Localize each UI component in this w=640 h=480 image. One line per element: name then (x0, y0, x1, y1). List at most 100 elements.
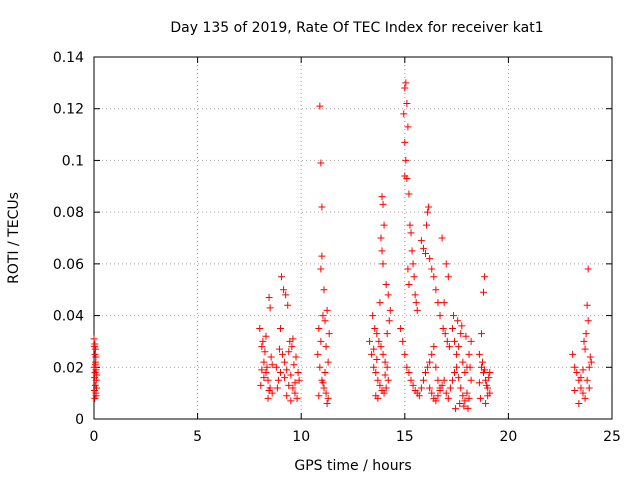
data-point (455, 343, 463, 351)
data-point (460, 402, 468, 410)
data-point (384, 376, 392, 384)
data-point (484, 392, 492, 400)
data-point (379, 350, 387, 358)
data-point (262, 332, 270, 340)
data-point (276, 368, 284, 376)
data-point (262, 368, 270, 376)
data-point (373, 330, 381, 338)
data-point (458, 322, 466, 330)
y-tick-label: 0.04 (53, 309, 84, 325)
data-point (324, 358, 332, 366)
data-point (282, 291, 290, 299)
data-point (370, 345, 378, 353)
data-point (315, 325, 323, 332)
data-point (323, 399, 331, 407)
data-point (325, 330, 333, 338)
data-point (445, 343, 453, 351)
data-point (316, 102, 324, 110)
data-point (581, 394, 589, 402)
data-point (405, 368, 413, 376)
data-point (264, 376, 272, 384)
data-point (263, 363, 271, 371)
data-point (403, 363, 411, 371)
data-point (579, 366, 587, 374)
data-point (408, 247, 416, 255)
data-point (461, 397, 469, 405)
data-point (257, 381, 265, 389)
data-point (428, 350, 436, 358)
data-point (258, 343, 266, 351)
data-point (453, 350, 461, 358)
data-point (428, 265, 436, 273)
data-point (467, 376, 475, 384)
x-tick-label: 10 (292, 429, 310, 445)
data-point (324, 394, 332, 402)
y-axis: 0 0.02 0.04 0.06 0.08 0.1 0.12 0.14 (53, 50, 612, 428)
data-point (287, 397, 295, 405)
data-point (366, 337, 374, 345)
data-point (91, 361, 99, 369)
data-point (276, 325, 284, 332)
data-point (448, 325, 456, 332)
data-point (448, 376, 456, 384)
data-point (321, 368, 329, 376)
data-point (371, 325, 379, 332)
data-point (422, 368, 430, 376)
data-point (401, 84, 409, 92)
data-point (380, 221, 388, 229)
data-point (289, 335, 297, 343)
data-point (410, 273, 418, 281)
data-point (424, 363, 432, 371)
data-point (370, 363, 378, 371)
data-point (459, 358, 467, 366)
data-point (316, 363, 324, 371)
data-point (379, 200, 387, 208)
data-point (583, 301, 591, 309)
data-point (374, 394, 382, 402)
data-point (587, 358, 595, 366)
data-point (379, 260, 387, 268)
data-point (413, 306, 421, 314)
data-point (575, 399, 583, 407)
data-point (461, 368, 469, 376)
data-point (584, 265, 592, 273)
data-point (442, 260, 450, 268)
plot-frame (93, 56, 613, 420)
data-point (322, 389, 330, 397)
data-point (451, 368, 459, 376)
data-point (434, 376, 442, 384)
y-tick-label: 0 (75, 412, 84, 428)
data-point (479, 358, 486, 366)
data-point (384, 291, 392, 299)
data-point (440, 299, 448, 307)
data-point (260, 374, 268, 382)
data-point (321, 317, 329, 325)
data-point (274, 376, 282, 384)
data-point (403, 100, 411, 108)
data-point (280, 286, 288, 294)
data-point (92, 392, 100, 400)
data-point (401, 350, 409, 358)
data-point (423, 221, 431, 229)
data-point (476, 394, 484, 402)
data-point (295, 376, 303, 384)
data-point (278, 273, 286, 281)
data-point (317, 159, 325, 167)
x-axis: 0 5 10 15 20 25 (90, 57, 621, 445)
data-point (285, 348, 293, 356)
data-point (372, 368, 380, 376)
data-point (268, 361, 276, 369)
y-tick-label: 0.12 (53, 102, 84, 118)
data-point (376, 299, 384, 307)
data-point (436, 312, 444, 320)
data-point (403, 175, 411, 183)
data-point (579, 389, 587, 397)
data-point (434, 392, 442, 400)
data-point (407, 229, 415, 237)
data-point (405, 281, 413, 289)
data-point (397, 325, 405, 332)
data-point (438, 381, 446, 389)
data-point (446, 384, 454, 392)
data-point (481, 366, 489, 374)
data-point (428, 389, 436, 397)
